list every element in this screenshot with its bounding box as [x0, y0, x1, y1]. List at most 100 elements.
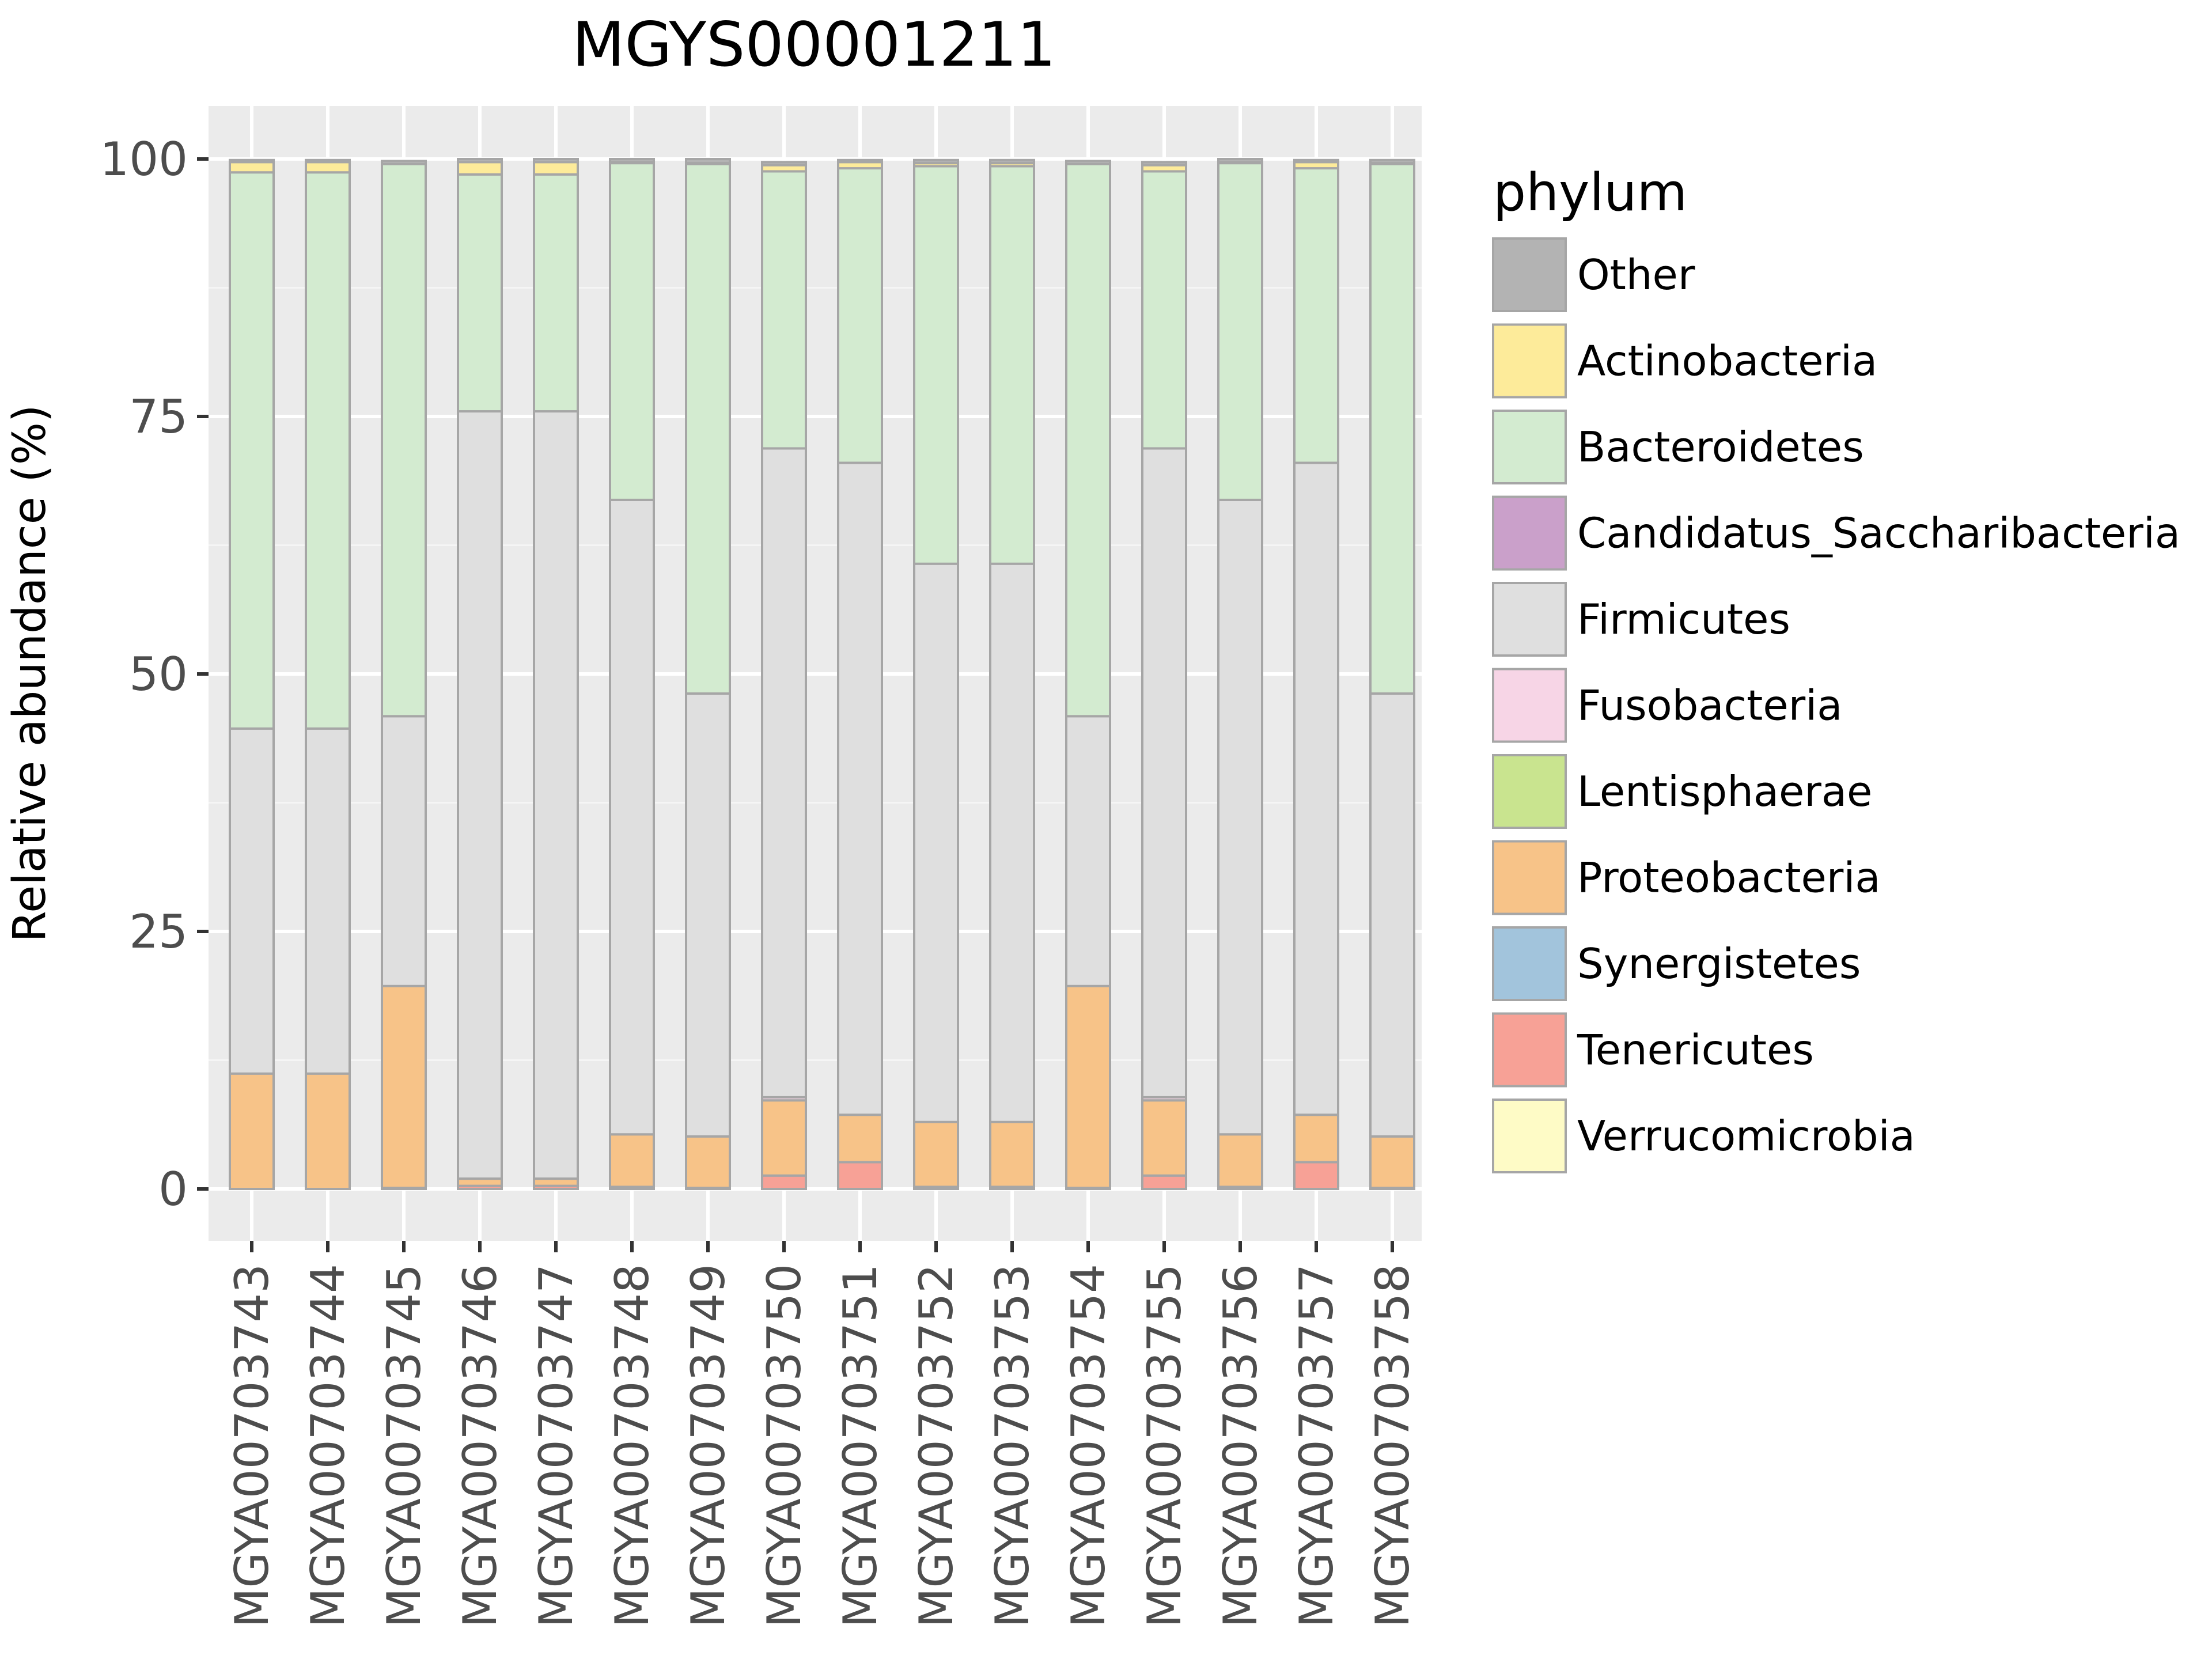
bar-segment [609, 162, 655, 501]
x-tick-label: MGYA00703743 [225, 1264, 279, 1628]
bar-segment [457, 161, 503, 176]
chart-title: MGYS00001211 [572, 9, 1056, 80]
legend-key [1492, 582, 1567, 657]
bar-segment [761, 1099, 807, 1177]
bar-segment [685, 162, 731, 695]
bar-segment [229, 158, 275, 164]
y-tick-label: 75 [129, 390, 188, 444]
bar-segment [1369, 1135, 1415, 1190]
legend-label: Candidatus_Saccharibacteria [1577, 509, 2180, 558]
legend-key [1492, 840, 1567, 915]
legend-key [1492, 323, 1567, 399]
bar-segment [305, 161, 351, 174]
bar-segment [685, 1135, 731, 1190]
y-tick-label: 0 [158, 1162, 188, 1216]
bar-segment [1065, 160, 1111, 165]
bar-segment [1293, 167, 1339, 464]
bar-segment [1293, 461, 1339, 1116]
bar-segment [1293, 158, 1339, 164]
bar-segment [913, 158, 959, 165]
bar-segment [1141, 161, 1187, 166]
bar-segment [989, 165, 1035, 565]
bar-segment [1293, 1161, 1339, 1190]
bar-segment [305, 1072, 351, 1191]
x-tick-label: MGYA00703758 [1366, 1264, 1419, 1628]
bar-segment [913, 562, 959, 1123]
legend-label: Fusobacteria [1577, 681, 1842, 730]
bar-segment [305, 158, 351, 164]
bar-segment [1217, 498, 1263, 1136]
bar-segment [305, 727, 351, 1075]
bar-segment [837, 1113, 883, 1164]
bar-segment [1065, 162, 1111, 718]
x-tick-label: MGYA00703751 [834, 1264, 887, 1628]
legend-label: Proteobacteria [1577, 854, 1880, 902]
x-tick-label: MGYA00703757 [1290, 1264, 1343, 1628]
bar-segment [913, 165, 959, 565]
x-tick-label: MGYA00703745 [377, 1264, 431, 1628]
bar-segment [609, 1133, 655, 1188]
legend-label: Lentisphaerae [1577, 767, 1872, 816]
x-tick-label: MGYA00703753 [986, 1264, 1039, 1628]
bar-segment [1217, 158, 1263, 164]
bar-segment [989, 562, 1035, 1123]
legend-key [1492, 668, 1567, 743]
x-tick-label: MGYA00703755 [1138, 1264, 1191, 1628]
bar-segment [609, 498, 655, 1136]
legend-title: phylum [1493, 162, 1687, 223]
bar-segment [989, 158, 1035, 165]
y-tick-label: 25 [129, 905, 188, 959]
bar-segment [913, 1120, 959, 1188]
bar-segment [1065, 984, 1111, 1190]
legend-label: Synergistetes [1577, 940, 1861, 988]
bar-segment [761, 161, 807, 166]
bar-segment [1141, 1174, 1187, 1190]
legend-key [1492, 1012, 1567, 1088]
bar-segment [229, 1072, 275, 1191]
bar-segment [1141, 447, 1187, 1099]
bar-segment [1141, 1099, 1187, 1177]
bar-segment [761, 1174, 807, 1190]
x-tick-label: MGYA00703749 [681, 1264, 735, 1628]
bar-segment [837, 461, 883, 1116]
bar-segment [989, 1120, 1035, 1188]
bar-segment [1141, 170, 1187, 450]
bar-segment [837, 167, 883, 464]
y-tick-label: 50 [129, 647, 188, 701]
bar-segment [1217, 162, 1263, 501]
legend-key [1492, 410, 1567, 484]
bars-layer [229, 158, 1415, 1191]
bar-segment [837, 1161, 883, 1190]
legend-key [1492, 237, 1567, 312]
bar-segment [533, 173, 579, 413]
bar-segment [1065, 715, 1111, 987]
legend-label: Other [1577, 251, 1695, 299]
bar-segment [761, 170, 807, 450]
x-tick-label: MGYA00703744 [301, 1264, 355, 1628]
bar-segment [381, 160, 427, 165]
bar-segment [381, 715, 427, 987]
legend-key [1492, 1099, 1567, 1173]
bar-segment [381, 984, 427, 1190]
legend-label: Actinobacteria [1577, 337, 1877, 385]
bar-segment [229, 171, 275, 730]
x-tick-label: MGYA00703756 [1214, 1264, 1267, 1628]
legend-key [1492, 926, 1567, 1001]
bar-segment [457, 158, 503, 164]
bar-segment [1369, 158, 1415, 165]
legend: phylum Other Actinobacteria Bacteroidetes C… [1492, 162, 2180, 1173]
bar-segment [1369, 692, 1415, 1138]
y-axis: 0 25 50 75 100 [100, 132, 209, 1216]
bar-segment [837, 158, 883, 164]
bar-segment [305, 171, 351, 730]
x-tick-label: MGYA00703754 [1062, 1264, 1115, 1628]
bar-segment [381, 162, 427, 718]
bar-segment [457, 410, 503, 1180]
x-tick-label: MGYA00703750 [757, 1264, 811, 1628]
legend-key [1492, 495, 1567, 571]
bar-segment [457, 173, 503, 413]
bar-segment [1217, 1133, 1263, 1188]
bar-segment [1369, 162, 1415, 695]
legend-key [1492, 754, 1567, 829]
